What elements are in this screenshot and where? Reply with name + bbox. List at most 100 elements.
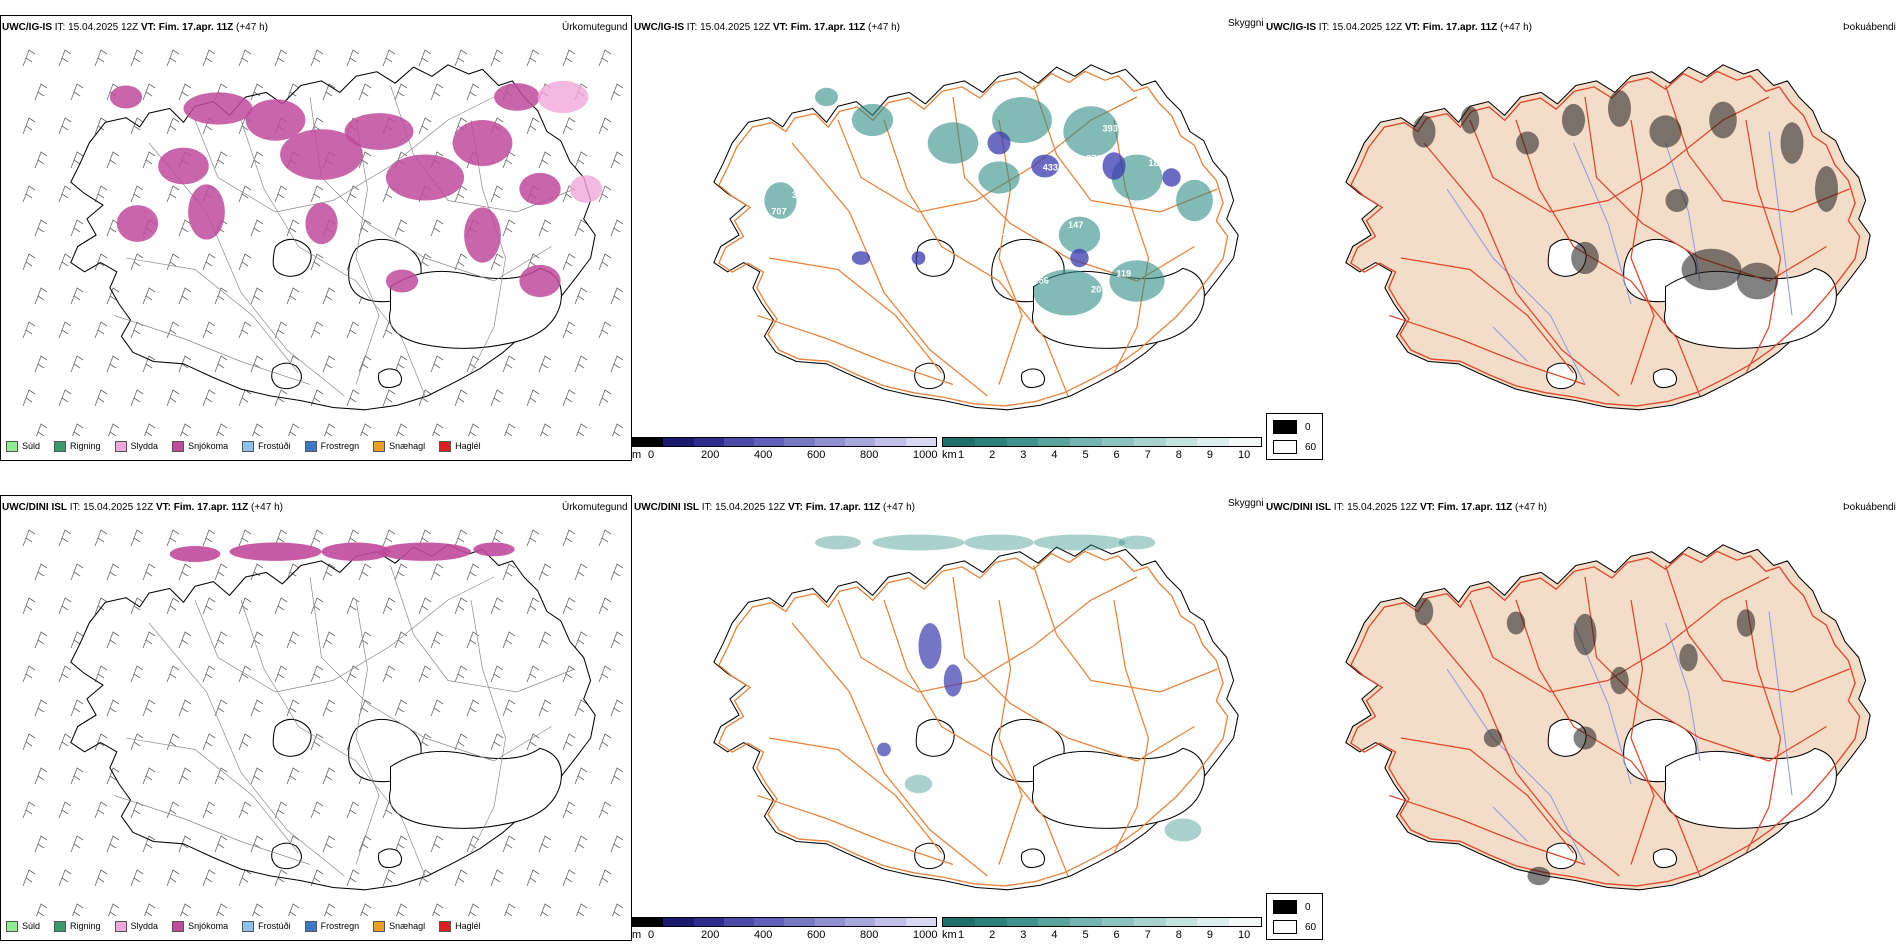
glacier-outline (914, 362, 945, 390)
wind-barb (346, 597, 360, 615)
wind-barb (214, 835, 228, 853)
wind-barb (598, 321, 612, 339)
low-visibility-area (1033, 534, 1126, 551)
river-line (1768, 131, 1793, 316)
colorbar-segment (1006, 438, 1039, 446)
wind-barb (502, 699, 516, 717)
wind-barb (324, 903, 336, 916)
wind-barb (34, 83, 48, 101)
wind-barb (526, 253, 540, 271)
wind-barb (358, 631, 372, 649)
legend-item: Snæhagl (373, 440, 426, 452)
snow-area (245, 99, 306, 141)
wind-barb (598, 733, 612, 751)
fog-signal-area (1608, 90, 1631, 127)
wind-barb (94, 597, 108, 615)
legend-swatch (114, 920, 127, 932)
wind-barb (504, 423, 516, 436)
colorbar-tick-label: 1000 (913, 929, 938, 941)
sleet-area (569, 175, 603, 203)
panel-title-precip-type: Úrkomutegund (562, 502, 628, 513)
fog-signal-area (1414, 597, 1434, 626)
legend-swatch (114, 440, 127, 452)
glacier-outline (272, 718, 312, 757)
wind-barb (322, 767, 336, 785)
wind-barb (166, 869, 180, 887)
wind-barb (166, 801, 180, 819)
wind-barb (58, 869, 72, 887)
wind-barb (288, 903, 300, 916)
iceland-outline (1345, 64, 1871, 411)
colorbar-tick-label: 3 (1020, 449, 1027, 461)
wind-barb (574, 767, 588, 785)
wind-barb (94, 185, 108, 203)
wind-barb (94, 665, 108, 683)
wind-barb (346, 389, 360, 407)
wind-barb (526, 869, 540, 887)
fog-signal-area (1573, 613, 1597, 656)
low-visibility-area (851, 103, 894, 137)
river-line (1492, 806, 1528, 842)
wind-barb (502, 219, 516, 237)
wind-barb (490, 733, 504, 751)
low-visibility-area (872, 534, 965, 551)
colorbar-tick-label: 1 (958, 929, 965, 941)
wind-barb (58, 185, 72, 203)
low-visibility-area (1058, 216, 1101, 254)
colorbar-tick-label: 400 (754, 449, 773, 461)
legend-item: Haglél (439, 440, 481, 452)
coastline (713, 544, 1239, 891)
legend-label: Súld (22, 921, 41, 931)
wind-barb (202, 389, 216, 407)
snow-area (473, 542, 515, 557)
wind-barb (202, 321, 216, 339)
legend-item: Frostregn (304, 440, 359, 452)
colorbar-segment (845, 918, 876, 926)
road-line (757, 314, 954, 386)
road-line (114, 315, 311, 385)
colorbar-segment (1133, 438, 1166, 446)
wind-barb (34, 151, 48, 169)
legend-item: Frostregn (304, 920, 359, 932)
wind-barb (166, 117, 180, 135)
wind-barb (250, 767, 264, 785)
wind-barb (22, 389, 36, 407)
wind-barb (418, 597, 432, 615)
wind-barb (562, 801, 576, 819)
wind-barb (70, 287, 84, 305)
wind-barb (574, 563, 588, 581)
wind-barb (490, 869, 504, 887)
legend-label: Snæhagl (389, 441, 426, 451)
fog-legend-swatch (1273, 420, 1297, 434)
wind-barb (358, 355, 372, 373)
wind-barb (70, 835, 84, 853)
visibility-colorbar-row2: km 1 2 3 4 5 6 7 8 9 10 (942, 917, 1262, 945)
low-visibility-area (764, 182, 797, 219)
wind-barb (22, 733, 36, 751)
wind-barb (562, 869, 576, 887)
wind-barb (250, 151, 264, 169)
wind-barb (418, 117, 432, 135)
wind-barb (418, 869, 432, 887)
panel-header-row2-fog: UWC/DINI ISL IT: 15.04.2025 12Z VT: Fim.… (1266, 502, 1547, 513)
legend-swatch (6, 440, 18, 452)
colorbar-tick-label: 7 (1144, 449, 1151, 461)
panel-header-row2-precip: UWC/DINI ISL IT: 15.04.2025 12Z VT: Fim.… (2, 502, 283, 513)
wind-barb (538, 631, 552, 649)
wind-barb (504, 903, 516, 916)
legend-swatch (54, 920, 67, 932)
wind-barb (238, 389, 252, 407)
wind-barb (34, 563, 48, 581)
wind-barb (382, 665, 396, 683)
coastline (1345, 544, 1871, 891)
wind-barb (396, 423, 408, 436)
wind-barb (454, 665, 468, 683)
wind-barb (106, 699, 120, 717)
colorbar-segment (1070, 918, 1102, 926)
wind-barb (214, 699, 228, 717)
colorbar-segment (875, 918, 906, 926)
road-line (470, 119, 506, 374)
wind-barb (214, 355, 228, 373)
wind-barb (454, 253, 468, 271)
wind-barb (502, 563, 516, 581)
